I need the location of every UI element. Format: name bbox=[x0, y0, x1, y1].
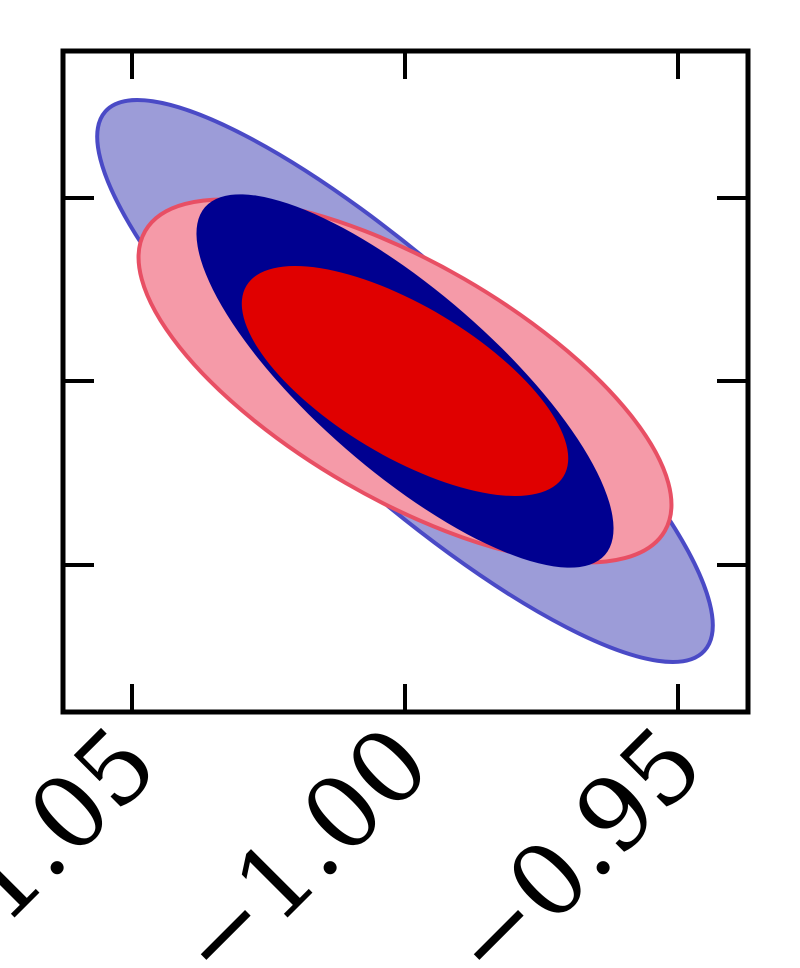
red-inner-contour bbox=[241, 266, 569, 496]
x-tick-labels: −1.05−1.00−0.95 bbox=[0, 704, 725, 968]
y-tick-marks bbox=[63, 196, 748, 567]
x-tick-label-2: −1.00 bbox=[153, 704, 452, 968]
x-tick-label-3: −0.95 bbox=[426, 704, 725, 968]
x-tick-marks bbox=[130, 51, 680, 712]
x-tick-label-1: −1.05 bbox=[0, 704, 179, 968]
contour-layer bbox=[95, 98, 715, 664]
